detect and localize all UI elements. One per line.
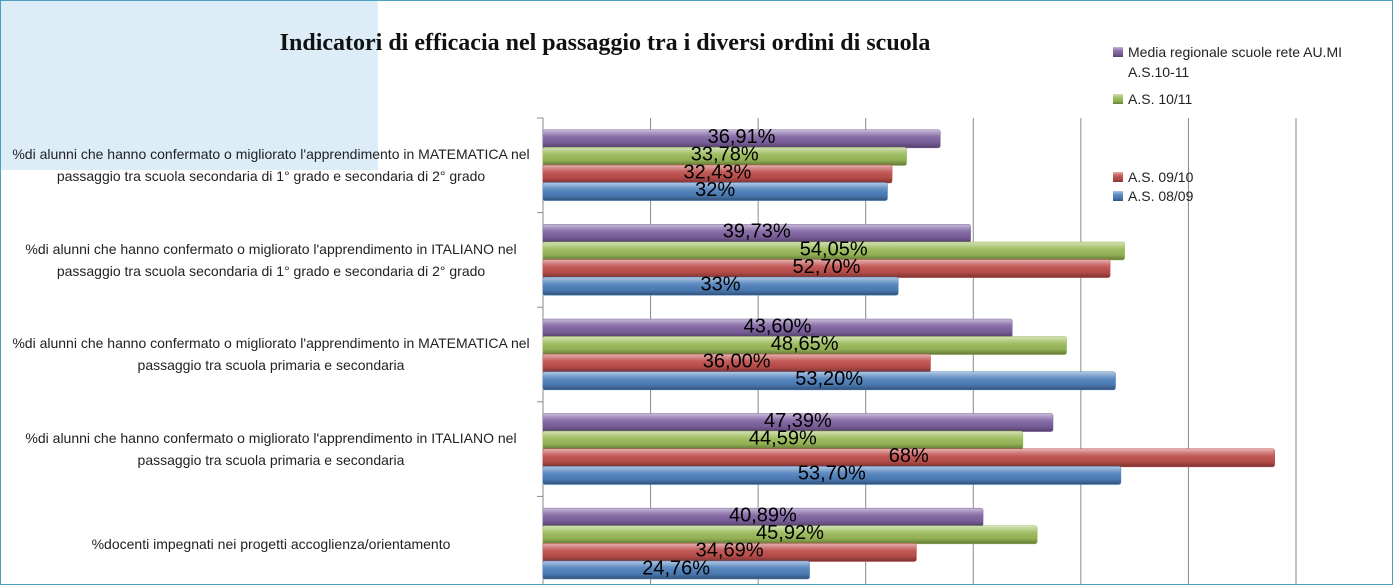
data-label: 36,91% xyxy=(708,126,776,148)
title-background xyxy=(0,0,378,170)
bar-shade xyxy=(543,182,888,201)
data-label: 54,05% xyxy=(800,238,868,260)
bar-shade xyxy=(543,466,1121,485)
bar-shade xyxy=(543,259,1110,278)
data-label: 48,65% xyxy=(771,333,839,355)
data-label: 47,39% xyxy=(764,410,832,432)
legend-swatch-shade xyxy=(1113,172,1123,182)
y-tick-label: %docenti impegnati nei progetti accoglie… xyxy=(91,535,451,552)
data-label: 36,00% xyxy=(703,350,771,372)
data-label: 32,43% xyxy=(684,161,752,183)
bar-shade xyxy=(543,242,1125,260)
bar-shade xyxy=(543,336,1067,355)
data-label: 34,69% xyxy=(696,540,764,562)
legend-label: A.S. 09/10 xyxy=(1128,169,1194,185)
bar-shade xyxy=(543,277,898,295)
data-label: 45,92% xyxy=(756,522,824,544)
data-label: 52,70% xyxy=(793,256,861,278)
bar-shade xyxy=(543,165,892,183)
bar-shade xyxy=(543,413,1053,432)
y-tick-label: %di alunni che hanno confermato o miglio… xyxy=(25,430,517,469)
data-label: 33,78% xyxy=(691,144,759,166)
data-label: 44,59% xyxy=(749,427,817,449)
bar-shade xyxy=(543,508,983,526)
bar-shade xyxy=(543,526,1037,544)
data-label: 53,20% xyxy=(795,368,863,390)
data-label: 24,76% xyxy=(642,557,710,579)
bar-shade xyxy=(543,354,931,372)
bar-shade xyxy=(543,319,1013,337)
data-label: 39,73% xyxy=(723,221,791,243)
legend-label: A.S. 08/09 xyxy=(1128,188,1194,204)
bar-shade xyxy=(543,130,941,148)
legend-label: A.S. 10/11 xyxy=(1128,91,1193,107)
bar-shade xyxy=(543,543,917,562)
data-label: 32% xyxy=(695,179,735,201)
legend-label: Media regionale scuole rete AU.MI A.S.10… xyxy=(1128,44,1342,80)
bar-shade xyxy=(543,431,1023,449)
data-label: 53,70% xyxy=(798,463,866,485)
bar-shade xyxy=(543,449,1275,467)
legend-swatch-shade xyxy=(1113,191,1123,201)
bar-shade xyxy=(543,147,907,166)
bar-shade xyxy=(543,372,1116,390)
data-label: 43,60% xyxy=(744,315,812,337)
data-label: 40,89% xyxy=(729,504,797,526)
y-tick-label: %di alunni che hanno confermato o miglio… xyxy=(12,335,530,374)
data-label: 33% xyxy=(700,273,740,295)
y-tick-label: %di alunni che hanno confermato o miglio… xyxy=(12,146,530,185)
legend-swatch-shade xyxy=(1113,94,1123,104)
legend-swatch-shade xyxy=(1113,47,1123,57)
chart-title: Indicatori di efficacia nel passaggio tr… xyxy=(279,30,931,56)
bar-shade xyxy=(543,561,810,579)
y-tick-label: %di alunni che hanno confermato o miglio… xyxy=(25,240,517,279)
bar-shade xyxy=(543,224,971,243)
data-label: 68% xyxy=(889,445,929,467)
